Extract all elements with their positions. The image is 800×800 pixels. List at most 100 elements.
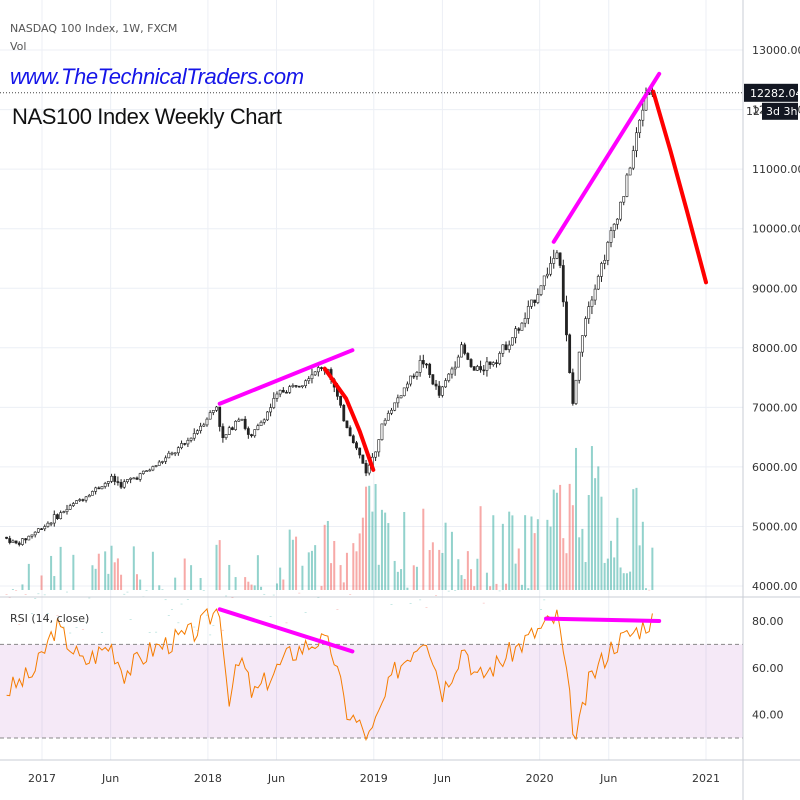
time-tick-label: 2021 (692, 772, 720, 785)
volume-bar (186, 599, 189, 600)
chart-title: NAS100 Index Weekly Chart (12, 104, 282, 129)
candle-body (396, 397, 400, 404)
volume-bar (463, 578, 466, 590)
candle-body (383, 419, 387, 425)
volume-bar (613, 557, 616, 590)
volume-bar (587, 495, 590, 590)
volume-bar (425, 607, 428, 608)
candle-body (590, 299, 594, 307)
candle-body (495, 362, 498, 364)
candle-body (377, 439, 381, 453)
price-tick-label: 8000.00 (752, 342, 798, 355)
volume-bar (5, 594, 8, 595)
candle-body (218, 406, 222, 427)
volume-bar (365, 486, 368, 590)
candle-body (380, 423, 384, 440)
forecast-curve (322, 366, 376, 472)
candle-body (100, 486, 104, 490)
candle-body (479, 366, 482, 371)
candle-body (157, 461, 161, 466)
candle-body (552, 258, 556, 264)
volume-bar (62, 626, 65, 628)
price-tick-label: 4000.00 (752, 580, 798, 593)
volume-bar (81, 629, 84, 630)
volume-bar (603, 562, 606, 590)
candle-body (167, 452, 171, 459)
volume-bar (256, 555, 259, 590)
candle-body (545, 273, 549, 277)
volume-bar (231, 597, 234, 598)
volume-bar (193, 626, 196, 628)
volume-bar (75, 627, 78, 628)
volume-bar (183, 558, 186, 590)
price-candles (5, 86, 654, 547)
candle-body (14, 540, 18, 544)
volume-bar (349, 594, 352, 595)
volume-bar (431, 542, 434, 590)
volume-bar (619, 567, 622, 590)
volume-bar (269, 616, 272, 617)
candle-body (475, 366, 479, 371)
volume-bar (358, 533, 361, 590)
volume-bar (8, 597, 11, 598)
volume-bar (470, 569, 473, 590)
rsi-label: RSI (14, close) (10, 612, 90, 625)
volume-bar (565, 553, 568, 590)
volume-bar (527, 588, 530, 590)
volume-bar (279, 567, 282, 590)
volume-bar (113, 562, 116, 590)
volume-bar (282, 579, 285, 590)
rsi-band-fill (0, 644, 743, 738)
candle-body (30, 534, 34, 537)
volume-bar (158, 585, 161, 590)
volume-bar (422, 508, 425, 590)
volume-bar (260, 586, 263, 590)
volume-bar (11, 589, 14, 590)
candle-body (514, 328, 517, 339)
volume-bar (244, 577, 247, 590)
candle-body (215, 406, 218, 411)
volume-bar (355, 551, 358, 590)
volume-bar (485, 572, 488, 590)
volume-bar (56, 615, 59, 616)
volume-bar (460, 575, 463, 590)
time-tick-label: Jun (101, 772, 119, 785)
volume-bar (250, 584, 253, 590)
volume-bar (581, 528, 584, 590)
volume-bar (489, 586, 492, 590)
candle-body (415, 372, 419, 377)
volume-bar (406, 587, 409, 590)
volume-bar (104, 551, 107, 590)
volume-bar (72, 554, 75, 590)
volume-bar (205, 614, 208, 616)
candle-body (227, 427, 231, 435)
candle-body (386, 412, 390, 421)
candle-body (75, 500, 78, 504)
volume-bar (635, 487, 638, 590)
volume-bar (225, 595, 228, 597)
volume-bar (247, 581, 250, 590)
candle-body (243, 418, 247, 429)
volume-bar (304, 612, 307, 613)
time-tick-label: Jun (433, 772, 451, 785)
volume-bar (505, 583, 508, 590)
candle-body (33, 531, 37, 536)
volume-bar (323, 524, 326, 590)
candle-body (81, 499, 85, 501)
candle-body (561, 265, 565, 303)
candle-body (196, 430, 199, 434)
hidden-price-tick: 12 (746, 105, 760, 118)
candle-body (501, 344, 505, 354)
candle-body (466, 353, 470, 360)
volume-bar (651, 547, 654, 590)
candle-body (558, 252, 562, 266)
candle-body (59, 512, 63, 519)
time-tick-label: 2019 (360, 772, 388, 785)
candle-body (281, 389, 285, 393)
volume-bar (59, 546, 62, 590)
volume-bar (330, 563, 333, 590)
volume-bar (27, 563, 30, 590)
rsi-tick-label: 60.00 (752, 662, 784, 675)
candle-body (549, 263, 552, 275)
candle-body (180, 443, 183, 448)
